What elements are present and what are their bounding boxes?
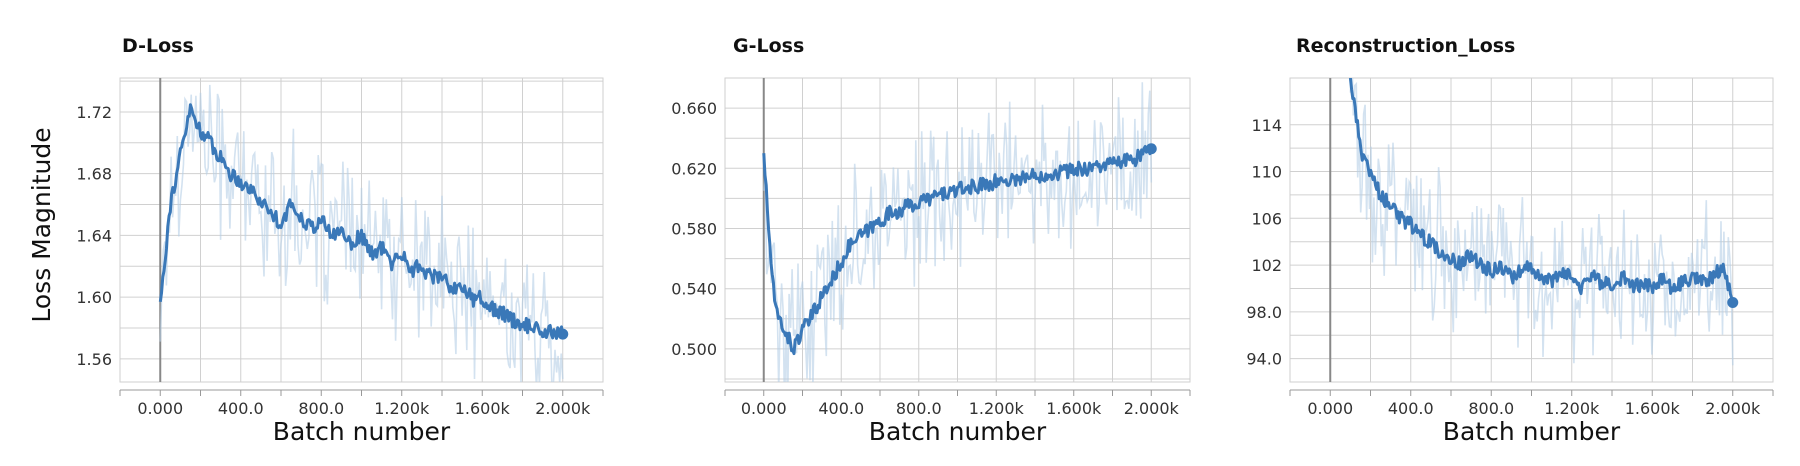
g-loss-y-tick-label: 0.580 [671,219,717,238]
reconstruction-loss-chart: Reconstruction_Loss 0.000 400.0 800.0 1.200k… [1246,35,1774,446]
reconstruction-loss-smoothed-series [1348,78,1735,303]
g-loss-x-tick-label: 1.200k [969,399,1025,418]
d-loss-x-tick-label: 1.600k [455,399,511,418]
d-loss-chart: D-Loss 0.000 400.0 800.0 1.200k 1.600k 2.000k 1… [76,35,604,446]
reconstruction-loss-end-point [1727,296,1739,308]
reconstruction-loss-y-tick-label: 114 [1251,116,1282,135]
g-loss-x-tick-label: 0.000 [741,399,787,418]
d-loss-smoothed-series [158,103,565,340]
g-loss-chart: G-Loss 0.000 400.0 800.0 1.200k 1.600k 2.000k 0… [671,35,1191,446]
d-loss-y-tick-label: 1.72 [76,103,112,122]
d-loss-plot-frame [119,77,604,383]
reconstruction-loss-x-tick-label: 800.0 [1468,399,1514,418]
g-loss-y-tick-label: 0.660 [671,99,717,118]
figure-y-axis-label: Loss Magnitude [27,127,56,322]
g-loss-smoothed-series [762,145,1153,356]
d-loss-title: D-Loss [122,35,194,57]
g-loss-x-tick-label: 400.0 [818,399,864,418]
reconstruction-loss-x-tick-label: 1.200k [1544,399,1600,418]
g-loss-x-tick-label: 1.600k [1046,399,1102,418]
g-loss-raw-series [763,82,1153,382]
g-loss-y-tick-label: 0.540 [671,280,717,299]
reconstruction-loss-y-tick-label: 94.0 [1246,350,1282,369]
d-loss-y-tick-label: 1.60 [76,288,112,307]
reconstruction-loss-x-tick-label: 400.0 [1388,399,1434,418]
d-loss-x-tick-label: 400.0 [218,399,264,418]
d-loss-y-tick-label: 1.68 [76,165,112,184]
d-loss-y-tick-label: 1.64 [76,226,112,245]
reconstruction-loss-x-axis-label: Batch number [1443,417,1621,446]
d-loss-x-tick-label: 0.000 [137,399,183,418]
reconstruction-loss-y-tick-label: 110 [1251,163,1282,182]
g-loss-y-tick-label: 0.620 [671,159,717,178]
reconstruction-loss-title: Reconstruction_Loss [1296,35,1515,57]
reconstruction-loss-x-tick-label: 1.600k [1625,399,1681,418]
g-loss-y-tick-label: 0.500 [671,340,717,359]
d-loss-end-point [557,328,569,340]
g-loss-x-tick-label: 2.000k [1124,399,1180,418]
g-loss-end-point [1145,143,1157,155]
reconstruction-loss-plot-frame [1289,77,1774,383]
reconstruction-loss-y-tick-label: 102 [1251,256,1282,275]
g-loss-title: G-Loss [733,35,804,57]
d-loss-y-tick-label: 1.56 [76,350,112,369]
d-loss-x-axis-label: Batch number [273,417,451,446]
g-loss-x-tick-label: 800.0 [896,399,942,418]
reconstruction-loss-y-tick-label: 106 [1251,209,1282,228]
d-loss-x-tick-label: 800.0 [298,399,344,418]
d-loss-x-tick-label: 2.000k [535,399,591,418]
reconstruction-loss-x-tick-label: 0.000 [1307,399,1353,418]
reconstruction-loss-raw-series [1349,78,1734,366]
g-loss-plot-frame [724,77,1191,383]
reconstruction-loss-x-tick-label: 2.000k [1705,399,1761,418]
reconstruction-loss-y-tick-label: 98.0 [1246,303,1282,322]
g-loss-x-axis-label: Batch number [869,417,1047,446]
d-loss-x-tick-label: 1.200k [374,399,430,418]
